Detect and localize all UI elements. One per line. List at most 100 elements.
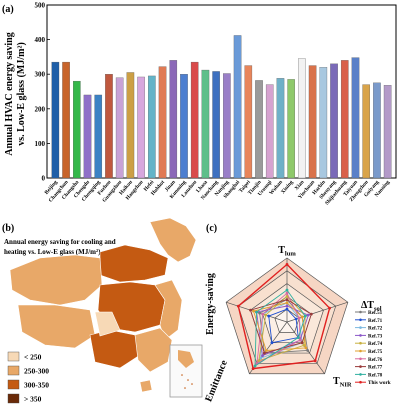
panel-b-label: (b) (2, 223, 14, 234)
radar-point (300, 315, 304, 319)
radar-axis-name: T (278, 245, 285, 256)
bar-haikou (126, 72, 135, 179)
bar-changchun (62, 61, 70, 179)
bar-xining (287, 79, 295, 179)
bar-shijiazhuang (340, 60, 349, 179)
radar-series-ref-75 (252, 301, 308, 352)
radar-grid (225, 257, 349, 375)
radar-point (263, 351, 266, 355)
radar-series-ref-76 (255, 291, 302, 365)
y-tick-label: 100 (35, 140, 46, 148)
bar-beijing (51, 61, 60, 179)
china-map (9, 217, 197, 393)
radar-axis-name: Energy-saving (205, 273, 216, 335)
y-tick-label: 500 (35, 2, 46, 10)
radar-axis-name: ΔT (361, 300, 374, 311)
radar-point (285, 288, 289, 292)
bar-lhasa (201, 69, 210, 179)
radar-axis-subscript: sol (374, 306, 382, 313)
legend-swatch (7, 393, 20, 404)
radar-point (302, 343, 306, 347)
y-axis-label-line1: Annual HVAC energy saving (4, 32, 15, 155)
bar-taipei (244, 65, 253, 179)
map-region-hainan (139, 379, 153, 393)
bar-hangzhou (137, 76, 145, 179)
bar-zhengzhou (362, 84, 370, 179)
panel-a-label: (a) (2, 4, 14, 15)
radar-point (259, 356, 263, 360)
radar-point (258, 311, 262, 315)
radar-point (285, 304, 289, 308)
bar-changsha (73, 80, 81, 179)
legend-marker (359, 310, 362, 314)
legend-series-name: Ref.72 (368, 326, 383, 332)
panel-c-label: (c) (206, 223, 217, 234)
legend-series-name: Ref.77 (368, 365, 383, 371)
radar-point (328, 306, 332, 310)
legend-marker (359, 349, 362, 353)
bar-huhhot (158, 66, 167, 179)
bar-chengdu (83, 94, 92, 179)
plot-frame (46, 4, 397, 179)
radar-point (285, 307, 289, 311)
y-axis-label-line2: vs. Low-E glass (MJ/m²) (16, 42, 27, 146)
radar-point (306, 313, 310, 317)
radar-point (249, 308, 252, 312)
radar-line (254, 289, 306, 367)
bar-urumqi (265, 84, 274, 179)
bar-nanning (383, 85, 392, 179)
panel-b: (b) Annual energy saving for cooling and… (2, 217, 203, 404)
legend-marker (359, 357, 362, 361)
radar-point (297, 316, 301, 320)
legend-marker (359, 326, 362, 329)
panel-c: (c) TlumΔTsolTNIREmittanceEnergy-saving … (203, 223, 390, 403)
radar-axis-label: TNIR (333, 376, 352, 389)
radar-point (298, 338, 302, 342)
radar-point (264, 349, 268, 352)
legend-series-name: Ref.74 (368, 341, 383, 347)
map-inset (169, 344, 203, 398)
bar-nanjing (223, 73, 231, 179)
legend-series-name: Ref.75 (368, 349, 383, 355)
y-tick-label: 0 (42, 175, 46, 183)
legend-marker (359, 318, 362, 322)
radar-line (256, 292, 301, 365)
bar-hefei (148, 75, 156, 179)
bar-lanzhou (190, 61, 199, 179)
map-region-tibet (17, 304, 96, 349)
radar-point (300, 341, 304, 345)
legend-label: > 350 (24, 395, 42, 404)
legend-series-name: Ref.78 (368, 372, 383, 378)
radar-series (236, 263, 332, 370)
x-tick-label: Xian (294, 179, 306, 191)
radar-axis-name: Emittance (203, 358, 230, 403)
radar-point (285, 263, 289, 266)
legend-series-name: Ref.51 (368, 310, 383, 316)
radar-axis-label: Energy-saving (205, 273, 216, 335)
bar-nanchang (212, 71, 220, 179)
legend-label: 250-300 (24, 367, 49, 376)
legend-marker (359, 365, 362, 368)
radar-point (252, 309, 255, 313)
bar-guiyang (373, 82, 381, 179)
map-legend: < 250 250-300 300-350 > 350 (7, 351, 49, 404)
bar-wuhan (276, 78, 285, 179)
radar-point (309, 312, 313, 316)
map-region-north (99, 244, 169, 283)
radar-line (258, 295, 306, 362)
radar-axis-label: ΔTsol (361, 300, 382, 313)
legend-swatch (7, 365, 20, 376)
bar-harbin (319, 67, 328, 179)
map-region-south (134, 327, 173, 373)
panel-a: (a) 0 100 200 300 400 500 BeijingChangchunCha… (2, 2, 397, 206)
bar-shenyang (330, 63, 338, 179)
x-axis-labels: BeijingChangchunChangshaChengduChongqing… (44, 179, 392, 206)
radar-point (251, 367, 255, 370)
radar-point (264, 313, 268, 317)
radar-point (285, 298, 289, 301)
radar-point (236, 304, 240, 308)
radar-point (296, 336, 300, 339)
radar-series-ref-78 (253, 288, 307, 368)
radar-point (313, 359, 317, 363)
